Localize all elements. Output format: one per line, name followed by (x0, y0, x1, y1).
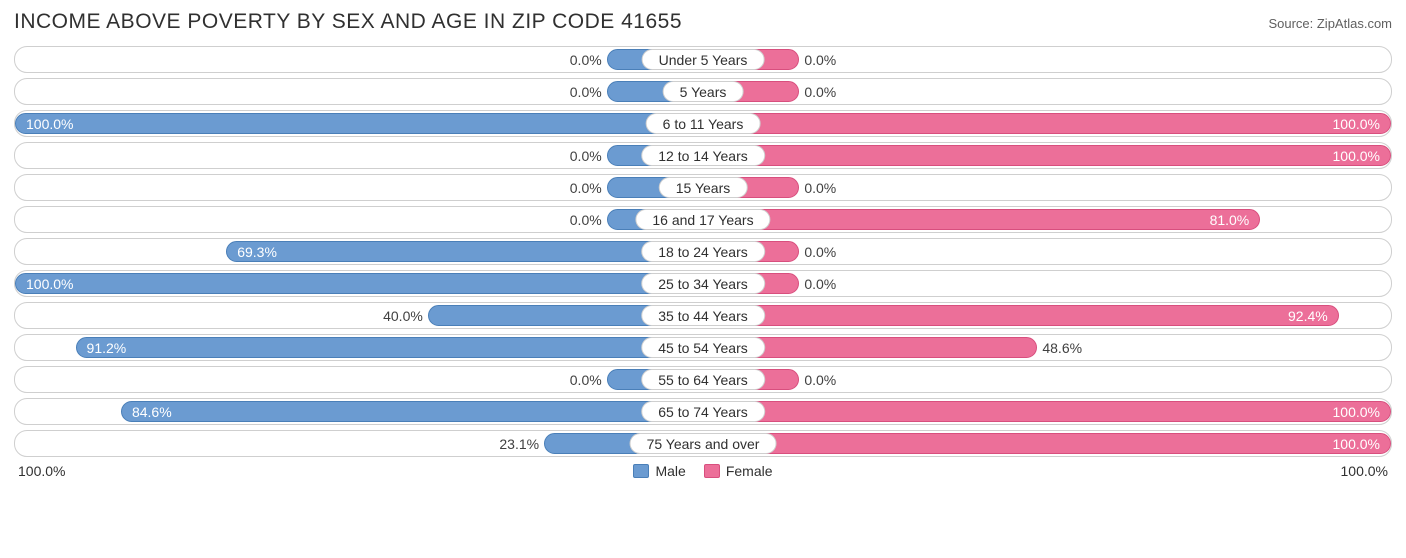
female-value: 0.0% (804, 82, 836, 101)
female-value: 92.4% (1288, 306, 1328, 325)
chart-row: 0.0% 0.0% 15 Years (14, 174, 1392, 201)
chart-container: INCOME ABOVE POVERTY BY SEX AND AGE IN Z… (0, 0, 1406, 489)
axis-row: 100.0% Male Female 100.0% (14, 463, 1392, 479)
female-value: 100.0% (1333, 434, 1380, 453)
chart-row: 100.0% 0.0% 25 to 34 Years (14, 270, 1392, 297)
chart-source: Source: ZipAtlas.com (1268, 16, 1392, 31)
age-label: 5 Years (663, 81, 744, 102)
female-value: 0.0% (804, 50, 836, 69)
age-label: 35 to 44 Years (641, 305, 765, 326)
male-value: 0.0% (570, 50, 602, 69)
legend-female-swatch (704, 464, 720, 478)
male-value: 0.0% (570, 82, 602, 101)
axis-right-label: 100.0% (1341, 463, 1388, 479)
male-value: 23.1% (499, 434, 539, 453)
female-bar: 100.0% (703, 145, 1391, 166)
chart-row: 23.1% 100.0% 75 Years and over (14, 430, 1392, 457)
male-value: 100.0% (26, 114, 73, 133)
age-label: 6 to 11 Years (646, 113, 761, 134)
female-value: 0.0% (804, 370, 836, 389)
chart-row: 84.6% 100.0% 65 to 74 Years (14, 398, 1392, 425)
age-label: Under 5 Years (642, 49, 765, 70)
female-value: 0.0% (804, 242, 836, 261)
axis-left-label: 100.0% (18, 463, 65, 479)
male-value: 69.3% (237, 242, 277, 261)
chart-row: 0.0% 0.0% Under 5 Years (14, 46, 1392, 73)
header: INCOME ABOVE POVERTY BY SEX AND AGE IN Z… (14, 10, 1392, 34)
legend-female: Female (704, 463, 773, 479)
legend-male-label: Male (655, 463, 685, 479)
chart-row: 91.2% 48.6% 45 to 54 Years (14, 334, 1392, 361)
chart-row: 0.0% 0.0% 55 to 64 Years (14, 366, 1392, 393)
male-bar: 84.6% (121, 401, 703, 422)
age-label: 16 and 17 Years (635, 209, 770, 230)
male-value: 91.2% (87, 338, 127, 357)
chart-title: INCOME ABOVE POVERTY BY SEX AND AGE IN Z… (14, 10, 682, 34)
female-bar: 81.0% (703, 209, 1260, 230)
female-value: 100.0% (1333, 402, 1380, 421)
chart-row: 0.0% 81.0% 16 and 17 Years (14, 206, 1392, 233)
male-value: 0.0% (570, 146, 602, 165)
legend-female-label: Female (726, 463, 773, 479)
legend-male-swatch (633, 464, 649, 478)
chart-row: 0.0% 0.0% 5 Years (14, 78, 1392, 105)
chart-row: 0.0% 100.0% 12 to 14 Years (14, 142, 1392, 169)
female-value: 100.0% (1333, 146, 1380, 165)
female-bar: 100.0% (703, 401, 1391, 422)
male-bar: 100.0% (15, 273, 703, 294)
chart-rows: 0.0% 0.0% Under 5 Years 0.0% 0.0% 5 Years 100.… (14, 46, 1392, 457)
chart-row: 40.0% 92.4% 35 to 44 Years (14, 302, 1392, 329)
male-value: 0.0% (570, 210, 602, 229)
female-bar: 92.4% (703, 305, 1339, 326)
male-value: 0.0% (570, 178, 602, 197)
age-label: 18 to 24 Years (641, 241, 765, 262)
age-label: 75 Years and over (630, 433, 777, 454)
female-value: 0.0% (804, 178, 836, 197)
chart-row: 69.3% 0.0% 18 to 24 Years (14, 238, 1392, 265)
female-bar: 100.0% (703, 433, 1391, 454)
male-value: 40.0% (383, 306, 423, 325)
age-label: 25 to 34 Years (641, 273, 765, 294)
male-bar: 91.2% (76, 337, 703, 358)
male-value: 100.0% (26, 274, 73, 293)
female-value: 48.6% (1042, 338, 1082, 357)
male-bar: 69.3% (226, 241, 703, 262)
legend-male: Male (633, 463, 685, 479)
legend: Male Female (633, 463, 772, 479)
female-value: 0.0% (804, 274, 836, 293)
male-value: 84.6% (132, 402, 172, 421)
age-label: 65 to 74 Years (641, 401, 765, 422)
male-value: 0.0% (570, 370, 602, 389)
age-label: 15 Years (659, 177, 748, 198)
female-value: 100.0% (1333, 114, 1380, 133)
female-bar: 100.0% (703, 113, 1391, 134)
age-label: 45 to 54 Years (641, 337, 765, 358)
chart-row: 100.0% 100.0% 6 to 11 Years (14, 110, 1392, 137)
male-bar: 100.0% (15, 113, 703, 134)
age-label: 55 to 64 Years (641, 369, 765, 390)
age-label: 12 to 14 Years (641, 145, 765, 166)
female-value: 81.0% (1210, 210, 1250, 229)
